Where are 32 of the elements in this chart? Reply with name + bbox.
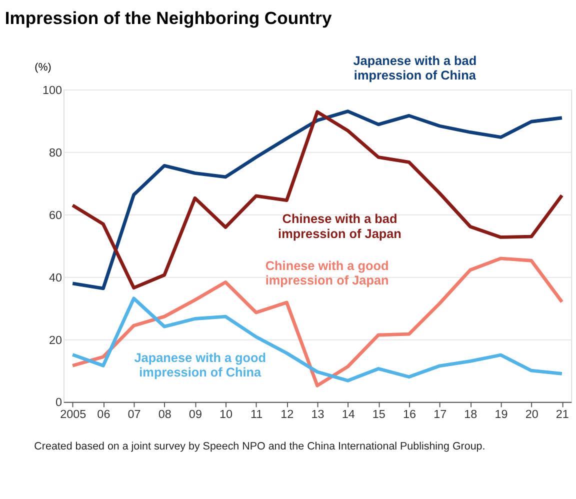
y-tick-label: 20 xyxy=(48,334,62,347)
y-tick-label: 100 xyxy=(42,84,62,97)
x-tick-label: 13 xyxy=(311,408,324,421)
line-series xyxy=(70,256,564,388)
x-tick-label: 10 xyxy=(220,408,234,421)
y-tick-label: 80 xyxy=(48,146,62,160)
y-tick-label: 60 xyxy=(48,208,62,222)
y-tick-label: 0 xyxy=(55,396,62,410)
x-tick-label: 11 xyxy=(250,408,263,421)
series-label: Japanese with a good impression of China xyxy=(134,350,266,380)
x-tick-label: 21 xyxy=(556,408,569,421)
chart-title: Impression of the Neighboring Country xyxy=(4,8,332,28)
x-tick-label: 12 xyxy=(280,408,294,421)
x-tick-label: 07 xyxy=(128,408,141,421)
line-series xyxy=(70,296,564,382)
x-tick-label: 16 xyxy=(403,408,416,421)
y-axis-title: (%) xyxy=(34,61,52,74)
y-tick-label: 40 xyxy=(48,271,62,284)
text: Japanese with a bad impression of China xyxy=(353,54,477,83)
series-label: Chinese with a bad impression of Japan xyxy=(278,212,402,241)
x-tick-label: 14 xyxy=(342,408,356,421)
x-tick-label: 15 xyxy=(372,408,386,421)
x-tick-label: 09 xyxy=(188,408,202,421)
x-tick-label: 20 xyxy=(525,408,539,421)
x-tick-label: 06 xyxy=(97,408,110,421)
text: Created based on a joint survey by Speech NPO and the China International Publishing Group. xyxy=(34,440,486,453)
series-label: Chinese with a good impression of Japan xyxy=(265,259,389,288)
x-tick-label: 18 xyxy=(464,408,478,421)
x-tick-label: 2005 xyxy=(60,408,87,421)
x-tick-label: 19 xyxy=(494,408,508,421)
x-tick-label: 17 xyxy=(434,408,447,421)
x-tick-label: 08 xyxy=(158,408,172,421)
